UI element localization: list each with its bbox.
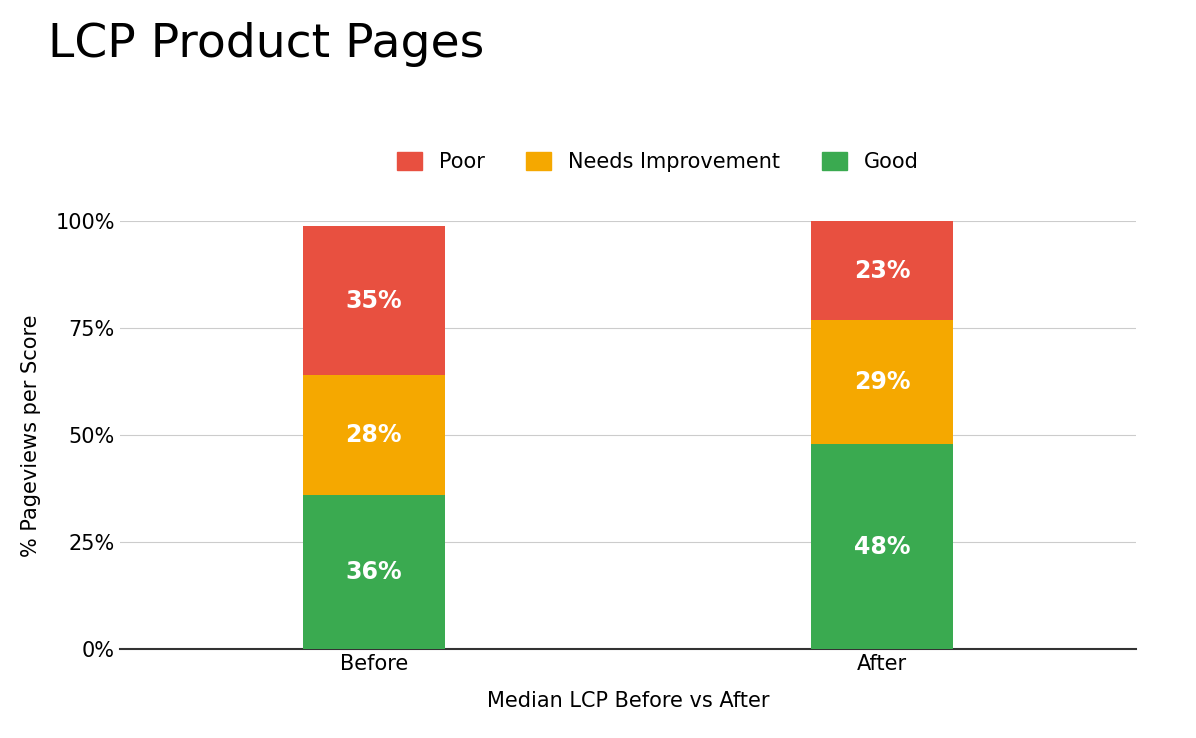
Legend: Poor, Needs Improvement, Good: Poor, Needs Improvement, Good <box>389 143 927 180</box>
Text: LCP Product Pages: LCP Product Pages <box>48 22 484 67</box>
Bar <box>811 221 953 320</box>
Bar <box>303 226 445 376</box>
Bar <box>811 444 953 649</box>
Text: 48%: 48% <box>854 535 910 559</box>
Bar <box>303 495 445 649</box>
Bar <box>303 376 445 495</box>
Bar <box>811 320 953 444</box>
Text: 36%: 36% <box>346 560 402 584</box>
Text: 28%: 28% <box>346 424 402 447</box>
Y-axis label: % Pageviews per Score: % Pageviews per Score <box>22 314 42 556</box>
Text: 29%: 29% <box>854 370 910 394</box>
Text: 23%: 23% <box>854 258 910 283</box>
Text: 35%: 35% <box>346 289 402 313</box>
X-axis label: Median LCP Before vs After: Median LCP Before vs After <box>487 691 769 711</box>
